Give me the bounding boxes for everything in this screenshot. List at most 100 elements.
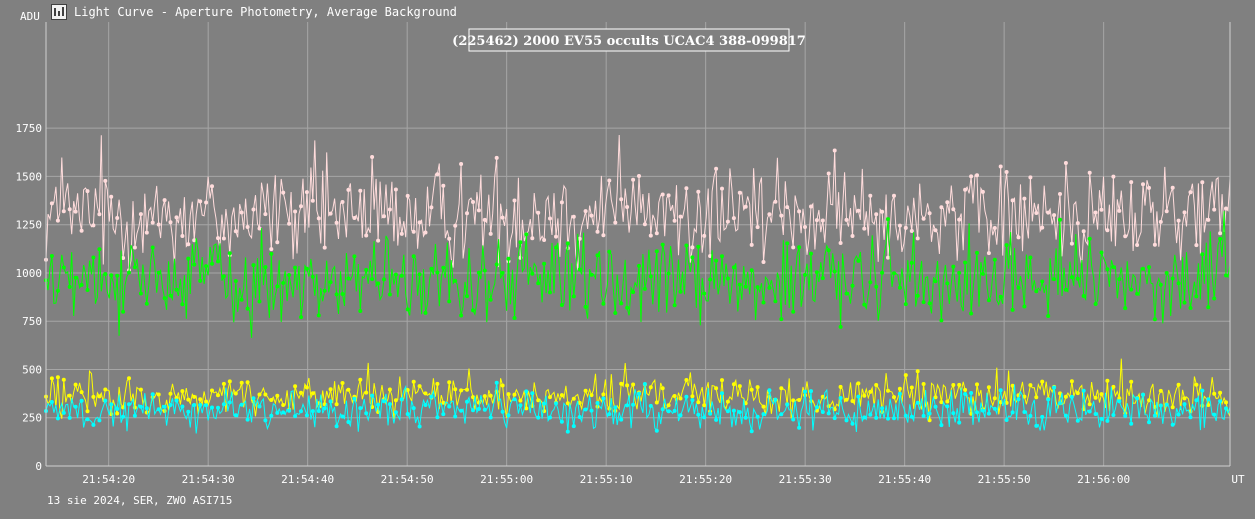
data-point bbox=[138, 291, 143, 296]
data-point bbox=[364, 390, 369, 395]
data-point bbox=[1212, 207, 1217, 212]
data-point bbox=[714, 258, 719, 263]
data-point bbox=[684, 394, 689, 399]
data-point bbox=[1058, 401, 1062, 406]
data-point bbox=[975, 410, 979, 415]
data-point bbox=[927, 211, 932, 216]
data-point bbox=[1063, 413, 1068, 418]
data-point bbox=[1040, 379, 1045, 384]
data-point bbox=[500, 383, 505, 388]
data-point bbox=[494, 380, 499, 385]
data-point bbox=[346, 187, 351, 192]
data-point bbox=[1135, 243, 1140, 247]
data-point bbox=[530, 391, 535, 396]
data-point bbox=[1218, 399, 1223, 404]
data-point bbox=[1075, 221, 1080, 226]
data-point bbox=[233, 279, 238, 283]
data-point bbox=[957, 420, 962, 425]
data-point bbox=[411, 379, 416, 384]
data-point bbox=[1093, 412, 1098, 416]
data-point bbox=[933, 404, 938, 409]
data-point bbox=[1206, 397, 1211, 402]
data-point bbox=[684, 186, 689, 191]
data-point bbox=[986, 251, 991, 256]
data-point bbox=[192, 394, 197, 399]
data-point bbox=[1218, 390, 1223, 395]
data-point bbox=[494, 155, 499, 160]
data-point bbox=[542, 261, 547, 266]
data-point bbox=[559, 200, 564, 205]
data-point bbox=[79, 228, 84, 233]
data-point bbox=[980, 189, 985, 194]
data-point bbox=[1194, 382, 1199, 387]
data-point bbox=[103, 178, 108, 183]
data-point bbox=[216, 405, 220, 410]
data-point bbox=[1141, 182, 1145, 187]
data-point bbox=[417, 384, 422, 389]
chart-app-icon[interactable] bbox=[51, 4, 67, 20]
data-point bbox=[720, 254, 724, 259]
data-point bbox=[1141, 392, 1145, 397]
data-point bbox=[963, 260, 968, 265]
data-point bbox=[304, 190, 309, 195]
data-point bbox=[1010, 383, 1015, 388]
data-point bbox=[1200, 388, 1205, 393]
data-point bbox=[601, 301, 606, 306]
data-point bbox=[150, 220, 155, 225]
data-point bbox=[1123, 234, 1128, 239]
data-point bbox=[310, 391, 315, 396]
data-point bbox=[1212, 412, 1217, 417]
data-point bbox=[156, 270, 161, 275]
data-point bbox=[370, 393, 375, 398]
data-point bbox=[1129, 287, 1134, 292]
data-point bbox=[198, 403, 203, 407]
data-point bbox=[346, 276, 351, 281]
data-point bbox=[405, 307, 410, 312]
data-point bbox=[654, 231, 659, 236]
data-point bbox=[512, 392, 517, 397]
data-point bbox=[399, 397, 404, 402]
data-point bbox=[476, 270, 481, 275]
data-point bbox=[601, 233, 606, 238]
data-point bbox=[868, 280, 873, 285]
data-point bbox=[642, 382, 647, 386]
x-tick-label: 21:55:10 bbox=[580, 473, 633, 486]
data-point bbox=[660, 407, 665, 412]
data-point bbox=[73, 382, 78, 387]
data-point bbox=[1093, 210, 1098, 215]
series-1 bbox=[44, 134, 1231, 273]
data-point bbox=[648, 385, 653, 390]
data-point bbox=[299, 204, 303, 209]
data-point bbox=[1212, 296, 1217, 301]
data-point bbox=[275, 284, 280, 289]
data-point bbox=[975, 382, 979, 387]
data-point bbox=[975, 173, 979, 178]
data-point bbox=[755, 285, 760, 290]
data-point bbox=[441, 400, 446, 405]
data-point bbox=[447, 299, 452, 304]
data-point bbox=[376, 402, 381, 407]
data-point bbox=[1111, 265, 1116, 270]
data-point bbox=[239, 297, 244, 302]
series-line bbox=[45, 134, 1231, 271]
chart-title: (225462) 2000 EV55 occults UCAC4 388-099… bbox=[452, 34, 806, 49]
data-point bbox=[168, 220, 173, 225]
data-point bbox=[1194, 398, 1199, 403]
data-point bbox=[856, 258, 861, 263]
data-point bbox=[642, 222, 647, 227]
data-point bbox=[927, 411, 932, 416]
data-point bbox=[1224, 406, 1228, 411]
data-point bbox=[1135, 291, 1140, 296]
data-point bbox=[720, 186, 724, 191]
data-point bbox=[1028, 175, 1033, 180]
data-point bbox=[814, 405, 819, 410]
data-point bbox=[168, 391, 173, 396]
data-point bbox=[1052, 213, 1057, 218]
data-point bbox=[832, 416, 837, 421]
data-point bbox=[880, 209, 885, 214]
data-point bbox=[1087, 402, 1092, 407]
data-point bbox=[1141, 266, 1145, 271]
data-point bbox=[880, 270, 885, 275]
data-point bbox=[1129, 180, 1134, 185]
data-point bbox=[868, 193, 873, 198]
